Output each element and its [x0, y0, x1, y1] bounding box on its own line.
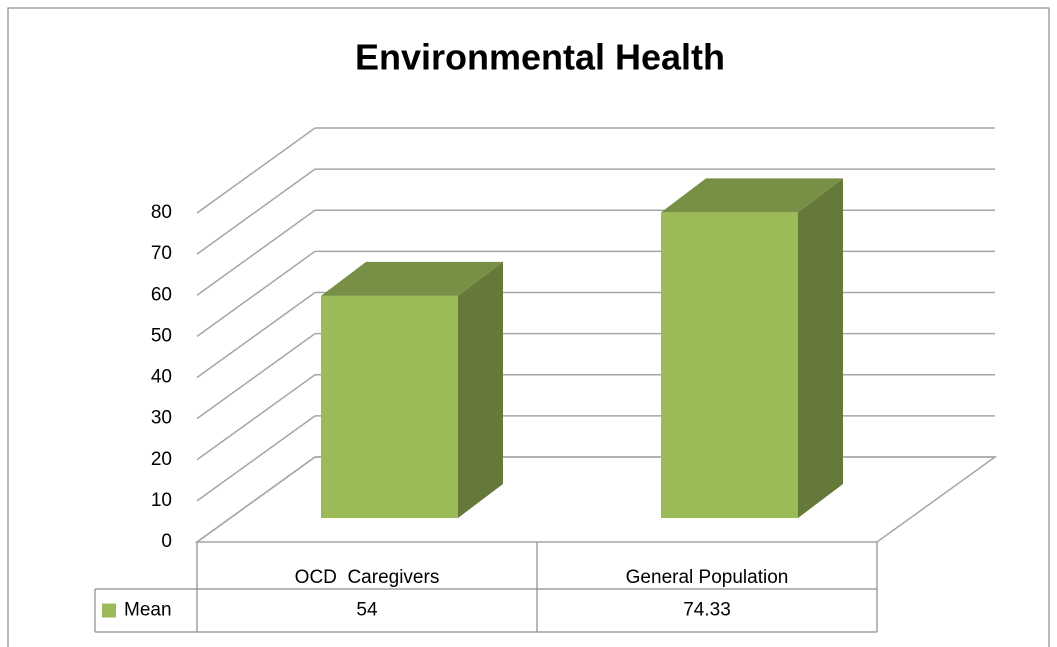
grid-line: [196, 291, 316, 379]
data-table-value: 54: [356, 600, 378, 621]
y-tick-label: 10: [151, 490, 172, 511]
bar-top: [661, 178, 843, 213]
chart-border: [7, 7, 1050, 647]
y-tick-label: 60: [151, 284, 172, 305]
bar: [661, 212, 798, 518]
grid-line: [196, 168, 316, 255]
y-tick-label: 0: [161, 531, 172, 552]
y-tick-label: 20: [151, 449, 172, 470]
grid-line: [196, 456, 316, 543]
y-tick-label: 30: [151, 408, 172, 429]
legend-label: Mean: [124, 600, 172, 621]
grid-line: [196, 127, 316, 214]
bar-top: [321, 261, 503, 296]
data-table-value: 74.33: [683, 600, 731, 621]
x-tick-label: OCD Caregivers: [295, 567, 440, 588]
bar-side: [798, 178, 843, 518]
y-tick-label: 70: [151, 243, 172, 264]
bar: [321, 295, 458, 518]
legend-swatch: [102, 603, 116, 618]
grid-line: [196, 374, 316, 461]
grid-line: [196, 250, 316, 337]
bar-side: [458, 261, 503, 518]
x-tick-label: General Population: [626, 567, 789, 588]
grid-line: [196, 415, 316, 502]
y-tick-label: 40: [151, 367, 172, 388]
y-tick-label: 80: [151, 202, 172, 223]
y-tick-label: 50: [151, 325, 172, 346]
grid-line: [196, 333, 316, 420]
chart-title: Environmental Health: [355, 37, 725, 78]
grid-line: [196, 209, 316, 296]
